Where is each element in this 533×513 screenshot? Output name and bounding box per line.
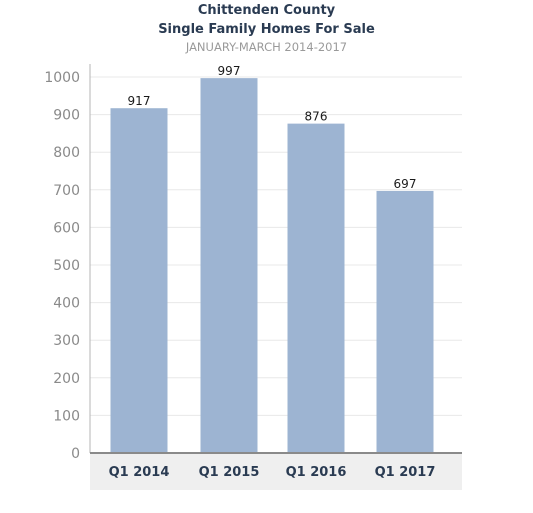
x-axis: Q1 2014 Q1 2015 Q1 2016 Q1 2017	[109, 465, 436, 480]
bar-q1-2014	[110, 108, 168, 453]
y-tick-label: 800	[53, 145, 80, 161]
chart-date-range: JANUARY-MARCH 2014-2017	[185, 40, 348, 54]
y-tick-label: 700	[53, 183, 80, 199]
y-tick-label: 500	[53, 258, 80, 274]
x-tick-label: Q1 2017	[375, 465, 436, 480]
y-axis: 0 100 200 300 400 500 600 700 800 900 1000	[44, 70, 80, 462]
data-labels: 917 997 876 697	[128, 64, 417, 191]
y-tick-label: 900	[53, 108, 80, 124]
x-tick-label: Q1 2015	[199, 465, 260, 480]
y-tick-label: 1000	[44, 70, 80, 86]
chart-subtitle: Single Family Homes For Sale	[158, 22, 375, 37]
y-tick-label: 100	[53, 408, 80, 424]
y-tick-label: 400	[53, 296, 80, 312]
y-tick-label: 300	[53, 333, 80, 349]
y-tick-label: 600	[53, 220, 80, 236]
data-label: 917	[128, 94, 151, 108]
chart-title: Chittenden County	[197, 3, 336, 18]
bar-q1-2016	[287, 123, 345, 454]
y-tick-label: 200	[53, 371, 80, 387]
data-label: 876	[305, 110, 328, 124]
x-tick-label: Q1 2016	[286, 465, 347, 480]
y-tick-label: 0	[71, 446, 80, 462]
bars	[110, 78, 434, 454]
data-label: 697	[394, 177, 417, 191]
x-tick-label: Q1 2014	[109, 465, 170, 480]
x-label-band	[90, 453, 462, 490]
data-label: 997	[218, 64, 241, 78]
bar-q1-2017	[376, 190, 434, 454]
bar-q1-2015	[200, 78, 258, 454]
